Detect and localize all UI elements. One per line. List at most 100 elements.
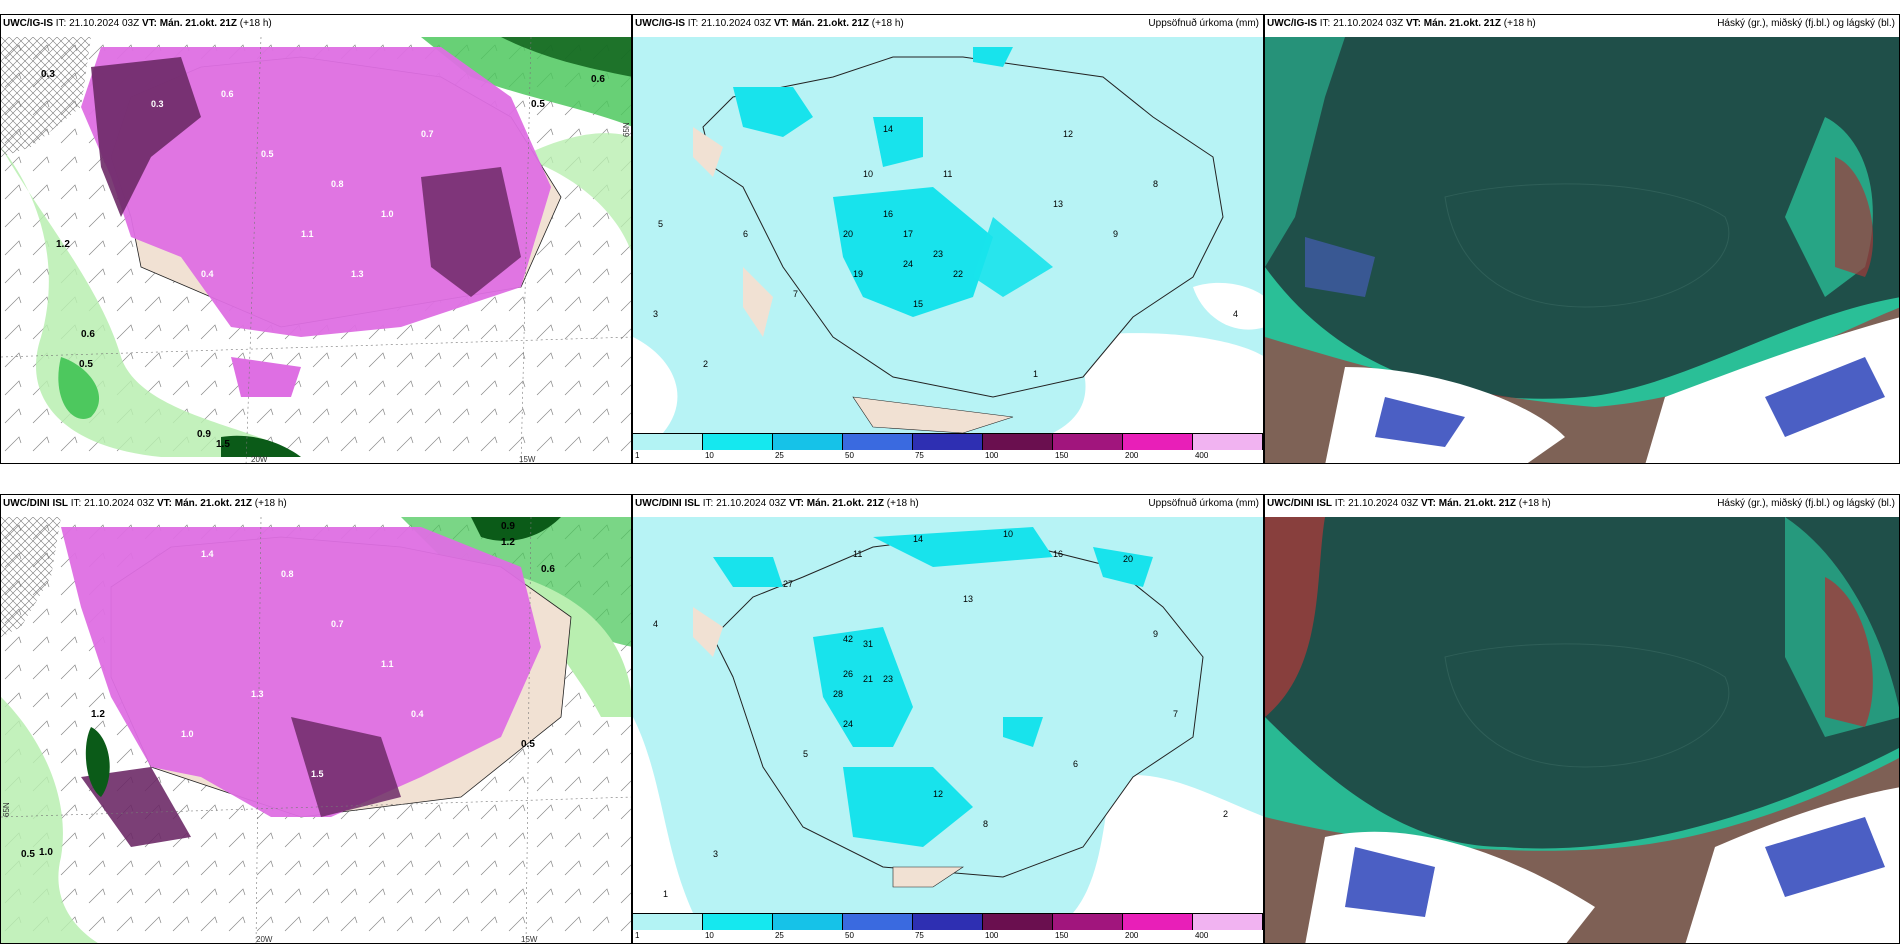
legend-swatch (1193, 914, 1263, 930)
contour-label: 0.9 (501, 521, 515, 532)
precip-value: 17 (903, 229, 913, 239)
contour-label: 0.8 (281, 569, 294, 579)
contour-label: 0.6 (591, 74, 605, 85)
model-name: UWC/IG-IS (1267, 18, 1317, 29)
contour-label: 1.5 (311, 769, 324, 779)
precip-value: 6 (1073, 759, 1078, 769)
contour-label: 0.9 (197, 429, 211, 440)
model-name: UWC/DINI ISL (1267, 498, 1332, 509)
precip-value: 8 (1153, 179, 1158, 189)
precip-value: 22 (953, 269, 963, 279)
init-time: IT: 21.10.2024 03Z (70, 498, 155, 509)
lead-time: (+18 h) (239, 18, 272, 29)
legend-swatch (843, 914, 913, 930)
contour-label: 1.0 (181, 729, 194, 739)
contour-label: 1.0 (381, 209, 394, 219)
init-time: IT: 21.10.2024 03Z (1334, 498, 1419, 509)
lead-time: (+18 h) (886, 498, 919, 509)
contour-label: 0.7 (421, 129, 434, 139)
legend-label: 200 (1125, 931, 1139, 940)
precip-value: 14 (913, 534, 923, 544)
legend-label: 100 (985, 451, 999, 460)
legend-label: 50 (845, 931, 854, 940)
legend-swatch (1123, 434, 1193, 450)
init-time: IT: 21.10.2024 03Z (1319, 18, 1404, 29)
contour-label: 0.7 (331, 619, 344, 629)
legend-swatch (913, 434, 983, 450)
legend-swatch (843, 434, 913, 450)
legend-label: 200 (1125, 451, 1139, 460)
lon-label: 20W (256, 935, 273, 944)
contour-label: 1.1 (301, 229, 314, 239)
legend-label: 25 (774, 931, 784, 940)
panel-title: Uppsöfnuð úrkoma (mm) (1148, 498, 1259, 509)
model-name: UWC/DINI ISL (3, 498, 68, 509)
contour-label: 0.5 (21, 849, 35, 860)
legend-swatch (1053, 434, 1123, 450)
precip-color-legend (633, 913, 1263, 930)
legend-label: 75 (914, 931, 924, 940)
precip-value: 3 (653, 309, 658, 319)
valid-time: VT: Mán. 21.okt. 21Z (156, 498, 252, 509)
precip-value: 4 (653, 619, 658, 629)
wind-precip-map: 1.4 0.8 0.7 1.1 1.3 1.0 0.4 1.5 0.9 1.2 … (1, 517, 631, 944)
cloud-cover-map (1265, 37, 1899, 463)
contour-label: 0.3 (41, 69, 55, 80)
model-name: UWC/DINI ISL (635, 498, 700, 509)
legend-label: 100 (985, 931, 999, 940)
precip-value: 14 (883, 124, 893, 134)
panel-title: Háský (gr.), miðský (fj.bl.) og lágský (… (1717, 498, 1895, 509)
precip-value: 26 (843, 669, 853, 679)
legend-swatch (773, 914, 843, 930)
legend-swatch (983, 434, 1053, 450)
valid-time: VT: Mán. 21.okt. 21Z (1405, 18, 1501, 29)
contour-label: 1.3 (251, 689, 264, 699)
precip-value: 20 (1123, 554, 1133, 564)
contour-label: 0.5 (521, 739, 535, 750)
precip-value: 7 (1173, 709, 1178, 719)
contour-label: 0.5 (261, 149, 274, 159)
legend-label: 75 (914, 451, 924, 460)
legend-swatch (913, 914, 983, 930)
precip-value: 10 (1003, 529, 1013, 539)
precip-value: 28 (833, 689, 843, 699)
panel-r1-accum-precip: UWC/IG-IS IT: 21.10.2024 03Z VT: Mán. 21… (632, 14, 1264, 464)
init-time: IT: 21.10.2024 03Z (687, 18, 772, 29)
precip-value: 23 (883, 674, 893, 684)
contour-label: 0.3 (151, 99, 164, 109)
precip-value: 7 (793, 289, 798, 299)
precip-value: 21 (863, 674, 873, 684)
legend-swatch (983, 914, 1053, 930)
precip-value: 10 (863, 169, 873, 179)
contour-label: 0.8 (331, 179, 344, 189)
contour-label: 1.0 (39, 847, 53, 858)
lead-time: (+18 h) (1503, 18, 1536, 29)
legend-label: 25 (774, 451, 784, 460)
precip-value: 6 (743, 229, 748, 239)
panel-r1-wind-precip: UWC/IG-IS IT: 21.10.2024 03Z VT: Mán. 21… (0, 14, 632, 464)
precip-value: 31 (863, 639, 873, 649)
lead-time: (+18 h) (871, 18, 904, 29)
precip-value: 5 (803, 749, 808, 759)
legend-swatch (1123, 914, 1193, 930)
panel-header: UWC/DINI ISL IT: 21.10.2024 03Z VT: Mán.… (1267, 498, 1897, 514)
panel-r1-clouds: UWC/IG-IS IT: 21.10.2024 03Z VT: Mán. 21… (1264, 14, 1900, 464)
init-time: IT: 21.10.2024 03Z (702, 498, 787, 509)
legend-swatch (703, 434, 773, 450)
panel-header: UWC/IG-IS IT: 21.10.2024 03Z VT: Mán. 21… (3, 18, 629, 34)
legend-label: 10 (704, 451, 714, 460)
precip-value: 3 (713, 849, 718, 859)
legend-labels: 1 10 25 50 75 100 150 200 400 (633, 451, 1263, 461)
valid-time: VT: Mán. 21.okt. 21Z (1420, 498, 1516, 509)
contour-label: 1.2 (501, 537, 515, 548)
precip-value: 5 (658, 219, 663, 229)
lon-label: 15W (521, 935, 538, 944)
precip-color-legend (633, 433, 1263, 450)
precip-value: 12 (1063, 129, 1073, 139)
lead-time: (+18 h) (1518, 498, 1551, 509)
precip-value: 13 (963, 594, 973, 604)
legend-swatch (633, 914, 703, 930)
accum-precip-map: 14 16 10 20 11 13 26 21 23 42 31 24 28 2… (633, 517, 1263, 913)
precip-value: 2 (1223, 809, 1228, 819)
valid-time: VT: Mán. 21.okt. 21Z (773, 18, 869, 29)
